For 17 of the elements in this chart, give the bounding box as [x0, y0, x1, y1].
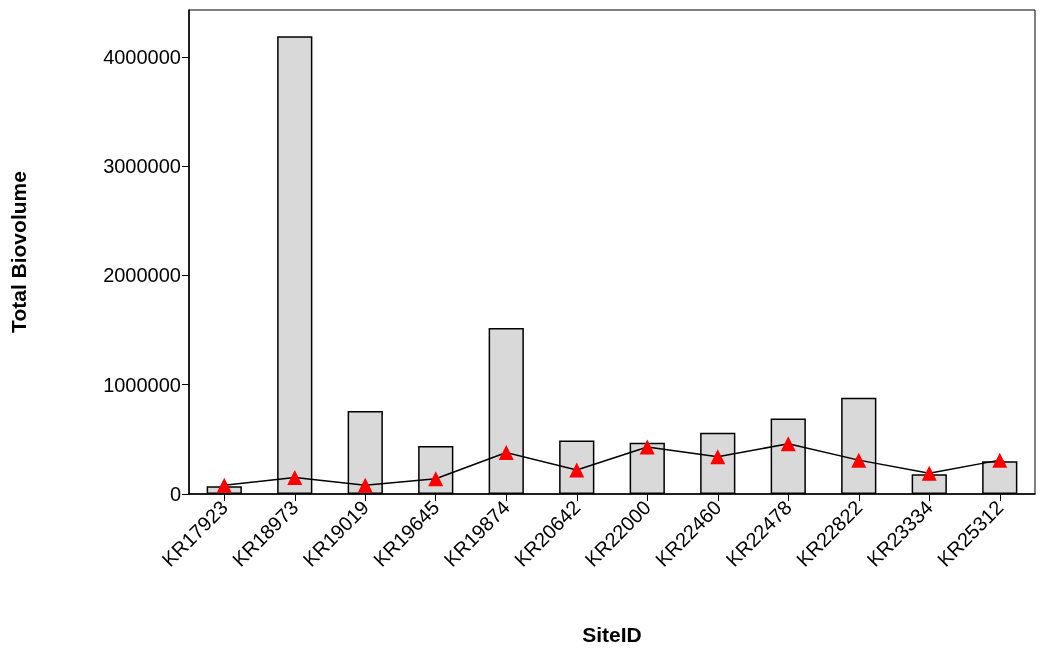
y-tick-label: 1000000 [103, 373, 181, 396]
point [428, 471, 444, 487]
point [780, 436, 796, 452]
point [216, 477, 232, 493]
point [498, 444, 514, 460]
x-axis-title: SiteID [582, 623, 642, 646]
y-axis-title: Total Biovolume [7, 171, 30, 333]
point [639, 439, 655, 455]
point [287, 470, 303, 486]
y-tick-label: 0 [169, 483, 181, 505]
point [921, 465, 937, 481]
y-tick-label: 3000000 [103, 155, 181, 178]
point [357, 477, 373, 493]
point [851, 452, 867, 468]
y-tick-label: 4000000 [103, 45, 181, 68]
point [992, 452, 1008, 468]
y-tick-label: 2000000 [103, 264, 181, 287]
